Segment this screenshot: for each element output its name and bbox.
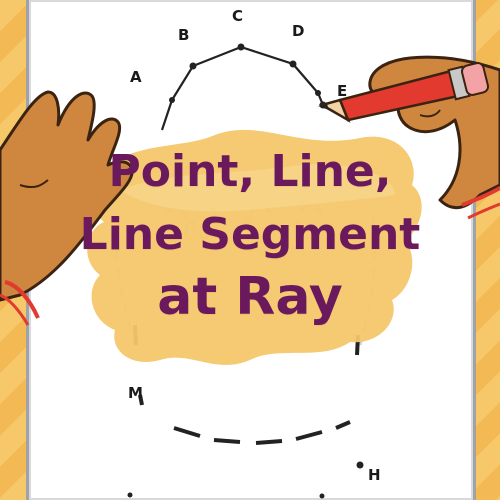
dot-d: [289, 60, 297, 68]
dot: [315, 90, 321, 96]
title-line-1: Point, Line,: [108, 146, 392, 197]
connected-line: [160, 45, 325, 131]
title-line-2: Line Segment: [79, 209, 421, 260]
dot-label-c: C: [232, 7, 243, 25]
dot-label-b: B: [178, 26, 189, 44]
left-hand: [0, 90, 134, 326]
title-line-3: at Ray: [157, 267, 343, 327]
dot: [127, 492, 133, 498]
paint-splash-highlight: [120, 164, 395, 212]
dot-label-d: D: [292, 22, 304, 40]
dot: [319, 493, 325, 499]
dot-label-h: H: [368, 466, 381, 484]
dot-h: [356, 461, 364, 469]
dot-label-a: A: [130, 68, 142, 86]
dot-c: [237, 43, 245, 51]
dot-label-m: M: [128, 384, 143, 402]
dot: [169, 97, 175, 103]
dot-label-e: E: [337, 82, 347, 100]
pencil-icon: [318, 62, 490, 123]
dot-b: [189, 62, 197, 70]
